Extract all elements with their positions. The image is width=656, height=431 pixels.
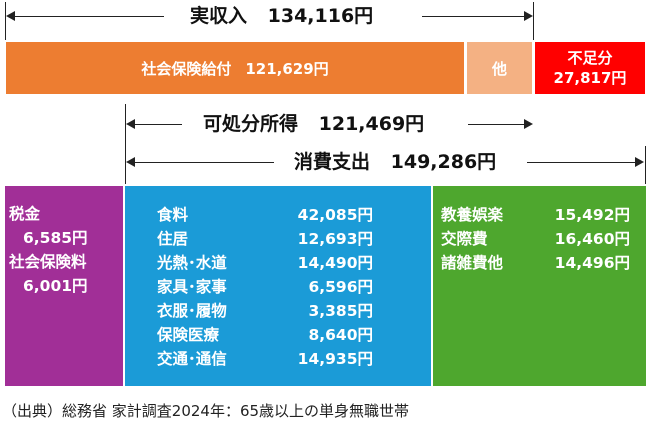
income-right-tick (533, 2, 534, 40)
social-benefit-value: 121,629円 (245, 59, 329, 78)
disposable-arrow-line-right (468, 124, 524, 125)
expense-value: 42,085円 (297, 206, 373, 224)
expense-row: 家具･家事 6,596円 (157, 274, 373, 298)
social-insurance-value: 6,001円 (23, 277, 88, 295)
social-benefit-label: 社会保険給付 (141, 59, 232, 78)
income-arrow-left-head (6, 11, 15, 21)
other-expense-value: 16,460円 (554, 230, 630, 248)
disposable-arrow-left-head (126, 119, 135, 129)
income-value: 134,116円 (267, 5, 374, 27)
social-insurance-label: 社会保険料 (9, 253, 87, 271)
expense-value: 8,640円 (308, 326, 373, 344)
expense-value: 6,596円 (308, 278, 373, 296)
other-expense-row: 交際費 16,460円 (441, 226, 630, 250)
income-left-tick (5, 2, 6, 40)
expense-value: 3,385円 (308, 302, 373, 320)
consumption-arrow-left-head (126, 157, 135, 167)
expense-row: 衣服･履物 3,385円 (157, 298, 373, 322)
other-expense-box: 教養娯楽 15,492円 交際費 16,460円 諸雑費他 14,496円 (433, 186, 646, 386)
expense-row: 食料 42,085円 (157, 202, 373, 226)
shortfall-label: 不足分 (567, 49, 613, 67)
disposable-arrow-line-left (134, 124, 182, 125)
income-arrow-line-right (422, 16, 524, 17)
income-arrow-line-left (14, 16, 164, 17)
other-expense-value: 15,492円 (554, 206, 630, 224)
disposable-left-tick (125, 104, 126, 146)
consumption-arrow-right-head (635, 157, 644, 167)
tax-box: 税金 6,585円 社会保険料 6,001円 (5, 186, 123, 386)
shortfall-value: 27,817円 (553, 69, 627, 87)
expense-label: 家具･家事 (157, 278, 227, 296)
tax-value: 6,585円 (23, 229, 88, 247)
consumption-detail-box: 食料 42,085円 住居 12,693円 光熱･水道 14,490円 家具･家事 6,… (125, 186, 431, 386)
other-expense-label: 教養娯楽 (441, 206, 504, 224)
income-title: 実収入 (190, 5, 248, 27)
consumption-arrow-line-right (527, 162, 635, 163)
income-arrow-right-head (524, 11, 533, 21)
consumption-value: 149,286円 (390, 151, 497, 173)
expense-row: 交通･通信 14,935円 (157, 346, 373, 370)
other-expense-value: 14,496円 (554, 254, 630, 272)
expense-label: 住居 (157, 230, 189, 248)
other-income-label: 他 (491, 59, 507, 78)
income-label: 実収入 134,116円 (182, 4, 382, 28)
disposable-value: 121,469円 (318, 113, 425, 135)
expense-value: 12,693円 (297, 230, 373, 248)
tax-label: 税金 (9, 205, 41, 223)
expense-row: 保険医療 8,640円 (157, 322, 373, 346)
consumption-title: 消費支出 (294, 151, 371, 173)
consumption-arrow-line-left (134, 162, 274, 163)
shortfall-bar: 不足分 27,817円 (535, 42, 645, 94)
disposable-arrow-right-head (524, 119, 533, 129)
consumption-label: 消費支出 149,286円 (286, 150, 505, 174)
other-expense-row: 諸雑費他 14,496円 (441, 250, 630, 274)
expense-label: 交通･通信 (157, 350, 227, 368)
consumption-right-tick (645, 146, 646, 184)
expense-row: 住居 12,693円 (157, 226, 373, 250)
source-note: （出典）総務省 家計調査2024年：65歳以上の単身無職世帯 (2, 402, 410, 420)
other-expense-row: 教養娯楽 15,492円 (441, 202, 630, 226)
other-expense-label: 諸雑費他 (441, 254, 504, 272)
expense-label: 光熱･水道 (157, 254, 227, 272)
expense-label: 保険医療 (157, 326, 220, 344)
consumption-left-tick (125, 146, 126, 184)
expense-label: 食料 (157, 206, 189, 224)
disposable-label: 可処分所得 121,469円 (195, 112, 433, 136)
expense-row: 光熱･水道 14,490円 (157, 250, 373, 274)
other-expense-label: 交際費 (441, 230, 488, 248)
expense-value: 14,935円 (297, 350, 373, 368)
other-income-bar: 他 (467, 42, 532, 94)
expense-label: 衣服･履物 (157, 302, 227, 320)
disposable-title: 可処分所得 (203, 113, 299, 135)
expense-value: 14,490円 (297, 254, 373, 272)
social-benefit-bar: 社会保険給付 121,629円 (6, 42, 464, 94)
